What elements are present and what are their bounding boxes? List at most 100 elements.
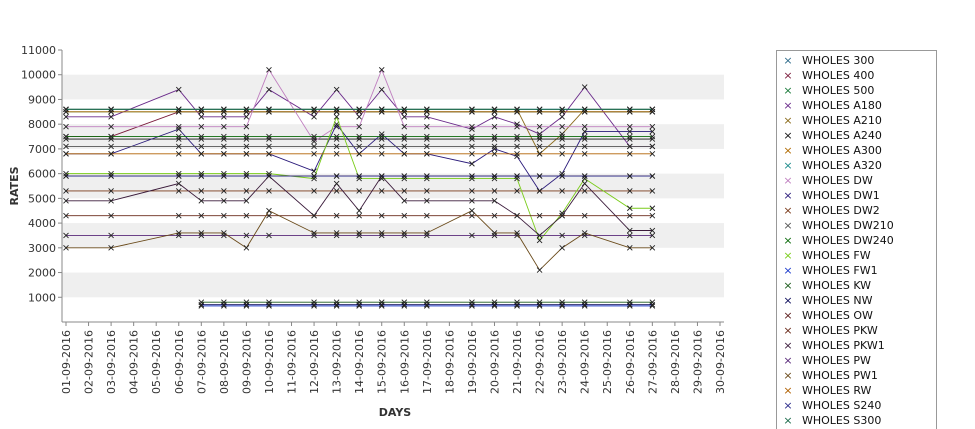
data-point bbox=[266, 207, 272, 214]
data-point bbox=[424, 173, 430, 179]
x-tick-label: 09-09-2016 bbox=[240, 330, 253, 394]
data-point bbox=[581, 299, 588, 306]
legend-marker-icon: × bbox=[783, 323, 793, 337]
data-point bbox=[649, 133, 656, 140]
data-point bbox=[266, 66, 272, 73]
data-point bbox=[424, 136, 430, 142]
legend-item: × WHOLES 400 bbox=[783, 68, 874, 83]
data-point bbox=[536, 108, 543, 115]
legend-label: WHOLES A240 bbox=[802, 129, 882, 142]
data-point bbox=[401, 108, 408, 115]
data-point bbox=[266, 170, 272, 177]
data-point bbox=[581, 108, 588, 115]
x-tick-label: 10-09-2016 bbox=[263, 330, 276, 394]
data-point bbox=[198, 123, 205, 130]
data-point bbox=[356, 136, 362, 142]
data-point bbox=[401, 173, 408, 179]
data-point bbox=[266, 232, 272, 239]
legend-marker-icon: × bbox=[783, 383, 793, 397]
data-point bbox=[311, 151, 317, 157]
data-point bbox=[311, 232, 317, 239]
data-point bbox=[514, 230, 520, 236]
data-point bbox=[356, 108, 362, 115]
data-point bbox=[491, 106, 498, 113]
data-point bbox=[333, 299, 340, 306]
data-point bbox=[626, 188, 633, 194]
data-point bbox=[401, 133, 408, 140]
legend-item: × WHOLES DW210 bbox=[783, 218, 893, 233]
data-point bbox=[175, 188, 182, 194]
y-tick-label: 5000 bbox=[28, 192, 56, 205]
data-point bbox=[514, 301, 520, 308]
data-point bbox=[221, 173, 227, 179]
data-point bbox=[108, 244, 114, 251]
legend-label: WHOLES OW bbox=[802, 309, 873, 322]
y-tick-label: 11000 bbox=[21, 44, 56, 57]
x-tick-label: 07-09-2016 bbox=[195, 330, 208, 394]
data-point bbox=[378, 175, 385, 182]
x-tick-label: 30-09-2016 bbox=[714, 330, 727, 394]
legend-item: × WHOLES PKW1 bbox=[783, 338, 884, 353]
data-point bbox=[175, 180, 182, 187]
legend-item: × WHOLES A180 bbox=[783, 98, 882, 113]
legend-item: × WHOLES 500 bbox=[783, 83, 874, 98]
data-point bbox=[311, 113, 317, 120]
data-point bbox=[649, 173, 656, 179]
data-point bbox=[581, 133, 588, 140]
data-point bbox=[175, 230, 182, 236]
data-point bbox=[559, 212, 565, 219]
series-wholes-dw bbox=[63, 66, 656, 145]
y-tick-label: 9000 bbox=[28, 93, 56, 106]
data-point bbox=[649, 123, 656, 130]
data-point bbox=[626, 136, 633, 142]
data-point bbox=[536, 299, 543, 306]
data-point bbox=[333, 133, 340, 140]
legend-marker-icon: × bbox=[783, 188, 793, 202]
data-point bbox=[356, 175, 362, 182]
data-point bbox=[491, 151, 498, 157]
data-point bbox=[424, 175, 430, 182]
data-point bbox=[175, 123, 182, 130]
data-point bbox=[243, 244, 250, 251]
x-tick-label: 03-09-2016 bbox=[105, 330, 118, 394]
x-tick-label: 28-09-2016 bbox=[669, 330, 682, 394]
data-point bbox=[243, 299, 250, 306]
y-tick-label: 2000 bbox=[28, 267, 56, 280]
data-point bbox=[266, 188, 272, 194]
data-point bbox=[559, 131, 565, 137]
data-point bbox=[491, 173, 498, 179]
grid-band bbox=[62, 74, 724, 100]
data-point bbox=[469, 188, 475, 194]
data-point bbox=[401, 123, 408, 130]
legend-item: × WHOLES A320 bbox=[783, 158, 882, 173]
data-point bbox=[198, 136, 205, 142]
data-point bbox=[311, 188, 317, 194]
data-point bbox=[108, 173, 114, 179]
data-point bbox=[514, 232, 520, 239]
data-point bbox=[469, 198, 475, 204]
data-point bbox=[626, 301, 633, 308]
data-point bbox=[626, 232, 633, 239]
data-point bbox=[581, 84, 588, 90]
data-point bbox=[333, 151, 340, 157]
data-point bbox=[63, 212, 69, 219]
data-point bbox=[469, 207, 475, 214]
data-point bbox=[221, 170, 227, 177]
data-point bbox=[649, 299, 656, 306]
legend-marker-icon: × bbox=[783, 173, 793, 187]
data-point bbox=[221, 106, 227, 113]
data-point bbox=[424, 143, 430, 150]
data-point bbox=[63, 143, 69, 150]
data-point bbox=[424, 232, 430, 239]
data-point bbox=[581, 128, 588, 135]
data-point bbox=[514, 212, 520, 219]
legend-marker-icon: × bbox=[783, 218, 793, 232]
series-wholes-s240 bbox=[63, 173, 656, 179]
data-point bbox=[333, 188, 340, 194]
legend-marker-icon: × bbox=[783, 278, 793, 292]
data-point bbox=[243, 113, 250, 120]
data-point bbox=[108, 106, 114, 113]
x-tick-label: 11-09-2016 bbox=[286, 330, 299, 394]
data-point bbox=[108, 123, 114, 130]
data-point bbox=[63, 232, 69, 239]
